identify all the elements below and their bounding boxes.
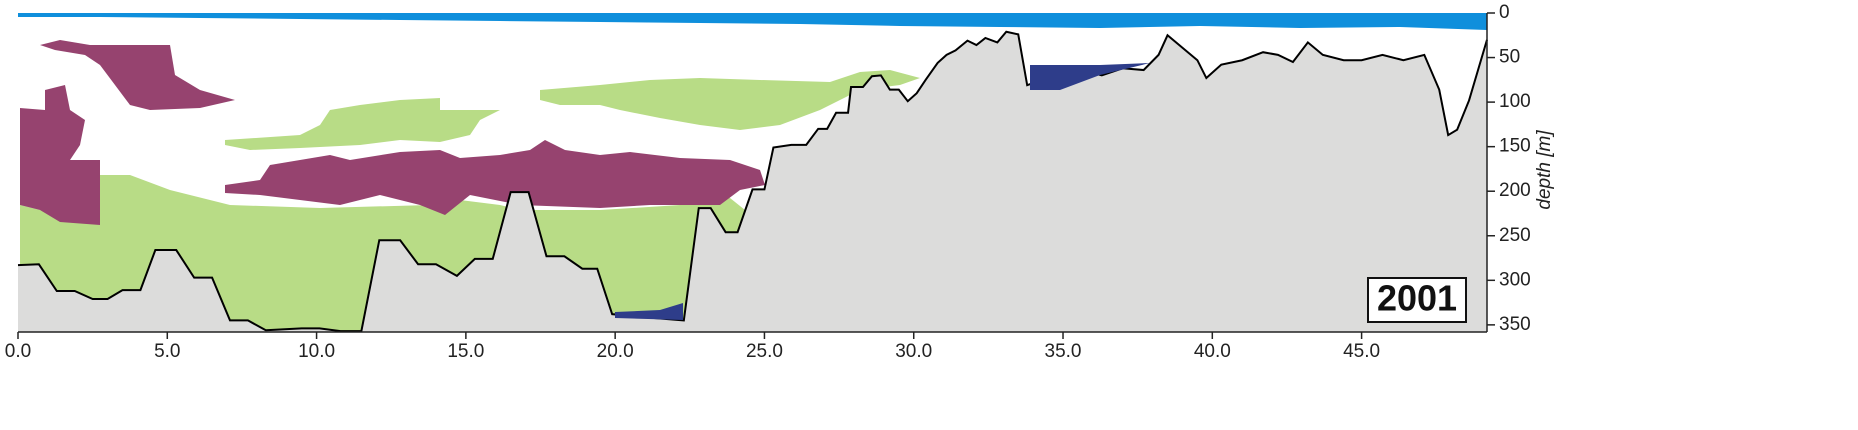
y-tick-label: 300 bbox=[1499, 269, 1531, 290]
plot-area bbox=[17, 30, 1488, 333]
x-tick-label: 45.0 bbox=[1343, 341, 1380, 362]
overlays bbox=[18, 13, 1487, 323]
annotation: 2001 bbox=[1377, 278, 1457, 319]
green-mass bbox=[225, 98, 500, 150]
x-tick-label: 30.0 bbox=[895, 341, 932, 362]
y-tick-label: 0 bbox=[1499, 2, 1510, 23]
deep-blue-mass bbox=[615, 303, 683, 320]
x-tick-label: 20.0 bbox=[597, 341, 634, 362]
y-tick-label: 100 bbox=[1499, 91, 1531, 112]
purple-mass bbox=[20, 85, 100, 225]
y-tick-label: 50 bbox=[1499, 47, 1520, 68]
deep-blue-mass bbox=[1030, 63, 1150, 90]
seafloor bbox=[18, 31, 1487, 333]
x-tick-label: 35.0 bbox=[1045, 341, 1082, 362]
x-tick-label: 5.0 bbox=[154, 341, 180, 362]
annotation-box bbox=[1367, 277, 1467, 323]
purple-mass bbox=[40, 40, 235, 110]
bathymetry-line bbox=[17, 30, 1488, 333]
purple-mass bbox=[225, 140, 765, 215]
surface-water bbox=[18, 13, 1487, 30]
x-tick-label: 25.0 bbox=[746, 341, 783, 362]
y-tick-label: 250 bbox=[1499, 225, 1531, 246]
y-tick-label: 350 bbox=[1499, 314, 1531, 335]
y-axis-label: depth [m] bbox=[1534, 130, 1555, 210]
y-tick-label: 200 bbox=[1499, 180, 1531, 201]
x-tick-label: 15.0 bbox=[447, 341, 484, 362]
x-tick-label: 0.0 bbox=[5, 341, 31, 362]
x-tick-label: 10.0 bbox=[298, 341, 335, 362]
green-mass bbox=[540, 70, 920, 130]
y-tick-label: 150 bbox=[1499, 136, 1531, 157]
x-tick-label: 40.0 bbox=[1194, 341, 1231, 362]
